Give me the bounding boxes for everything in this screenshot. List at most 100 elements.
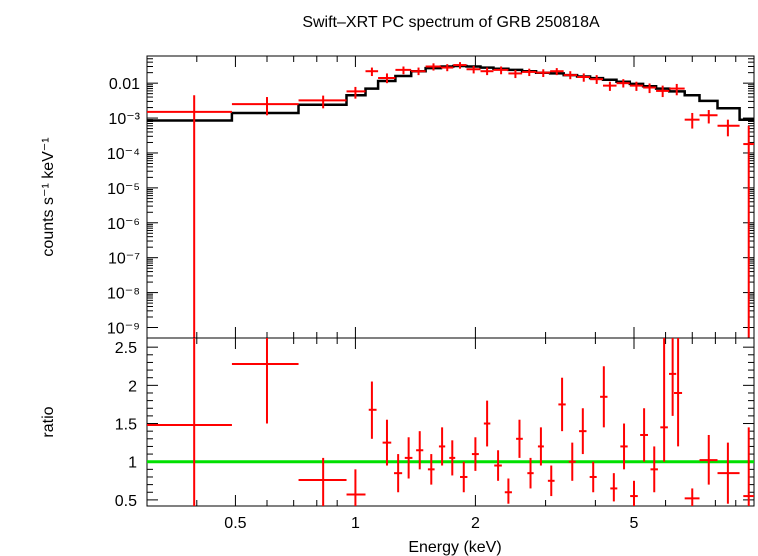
data-point bbox=[650, 446, 658, 493]
data-point bbox=[231, 97, 299, 116]
data-point bbox=[516, 419, 523, 458]
spectrum-panel bbox=[146, 55, 755, 339]
data-point bbox=[600, 366, 608, 428]
data-point bbox=[610, 473, 618, 502]
y-tick-label: 2 bbox=[128, 378, 137, 395]
data-point bbox=[231, 338, 299, 424]
data-point bbox=[466, 66, 481, 74]
y-tick-label: 1.5 bbox=[115, 417, 137, 434]
spectrum-frame bbox=[146, 55, 755, 339]
data-point bbox=[504, 478, 512, 504]
data-point bbox=[603, 81, 617, 91]
data-point bbox=[453, 62, 467, 69]
data-point bbox=[629, 81, 644, 91]
data-point bbox=[620, 423, 628, 470]
data-point bbox=[404, 437, 413, 479]
data-point bbox=[717, 442, 740, 504]
data-point bbox=[616, 79, 630, 88]
data-point bbox=[684, 488, 700, 506]
data-point bbox=[368, 381, 377, 439]
data-point bbox=[438, 427, 446, 466]
spectrum-ticks bbox=[146, 55, 754, 338]
data-point bbox=[494, 450, 502, 481]
y-tick-label: 10⁻⁵ bbox=[107, 181, 140, 198]
data-point bbox=[483, 400, 491, 447]
data-point bbox=[568, 442, 576, 481]
y-tick-label: 2.5 bbox=[115, 340, 137, 357]
x-tick-label: 1 bbox=[351, 515, 360, 532]
chart-title: Swift–XRT PC spectrum of GRB 250818A bbox=[302, 14, 600, 31]
data-point bbox=[743, 125, 754, 338]
data-point bbox=[427, 454, 435, 485]
y-tick-label: 10⁻⁴ bbox=[107, 146, 140, 163]
data-point bbox=[674, 338, 683, 447]
data-point bbox=[508, 69, 523, 79]
y-tick-label: 10⁻⁹ bbox=[107, 320, 140, 337]
data-point bbox=[630, 480, 638, 506]
data-point bbox=[558, 377, 566, 432]
y-tick-label: 0.01 bbox=[109, 76, 140, 93]
data-point bbox=[441, 64, 454, 72]
x-axis-label: Energy (keV) bbox=[408, 539, 501, 556]
ratio-ticks bbox=[146, 338, 754, 506]
x-tick-label: 2 bbox=[471, 515, 480, 532]
ratio-y-tick-labels: 0.5 1 1.5 2 2.5 bbox=[115, 340, 137, 510]
data-point bbox=[460, 461, 468, 493]
data-point bbox=[480, 67, 494, 76]
data-point bbox=[699, 110, 718, 124]
data-point bbox=[669, 83, 685, 96]
y-tick-label: 10⁻⁷ bbox=[108, 251, 140, 268]
ratio-data bbox=[147, 338, 754, 506]
data-point bbox=[743, 427, 754, 506]
data-point bbox=[416, 431, 424, 470]
data-point bbox=[640, 408, 648, 462]
y-tick-label: 10⁻³ bbox=[108, 111, 140, 128]
data-point bbox=[493, 66, 509, 75]
data-point bbox=[537, 427, 544, 466]
ratio-panel bbox=[146, 337, 755, 507]
data-point bbox=[660, 338, 668, 462]
data-point bbox=[346, 86, 366, 99]
data-point bbox=[547, 465, 555, 497]
x-tick-label: 5 bbox=[630, 515, 639, 532]
data-point bbox=[378, 73, 396, 84]
data-point bbox=[382, 419, 392, 466]
data-point bbox=[425, 63, 442, 71]
spectrum-data bbox=[147, 62, 754, 338]
data-point bbox=[522, 68, 537, 77]
x-tick-label: 0.5 bbox=[224, 515, 246, 532]
data-point bbox=[298, 457, 347, 506]
data-point bbox=[147, 95, 232, 338]
data-point bbox=[365, 67, 379, 77]
data-point bbox=[656, 85, 670, 98]
data-point bbox=[147, 338, 232, 506]
y-tick-label: 10⁻⁸ bbox=[107, 286, 140, 303]
spectrum-y-tick-labels: 0.01 10⁻³ 10⁻⁴ 10⁻⁵ 10⁻⁶ 10⁻⁷ 10⁻⁸ 10⁻⁹ bbox=[107, 76, 141, 337]
data-point bbox=[684, 112, 700, 129]
data-point bbox=[563, 71, 578, 80]
data-point bbox=[699, 434, 718, 485]
data-point bbox=[395, 66, 412, 75]
data-point bbox=[449, 440, 456, 476]
y-tick-label: 1 bbox=[128, 455, 137, 472]
data-point bbox=[590, 75, 604, 84]
data-point bbox=[579, 408, 587, 455]
data-point bbox=[527, 457, 534, 489]
y-tick-label: 0.5 bbox=[115, 493, 137, 510]
data-point bbox=[536, 69, 551, 78]
x-tick-labels: 0.5 1 2 5 bbox=[224, 515, 638, 532]
data-point bbox=[643, 83, 657, 94]
data-point bbox=[394, 454, 403, 493]
ratio-frame bbox=[146, 337, 755, 507]
ratio-y-axis-label: ratio bbox=[40, 406, 57, 437]
data-point bbox=[589, 461, 597, 493]
data-point bbox=[669, 338, 677, 416]
data-point bbox=[550, 68, 564, 76]
data-point bbox=[346, 469, 366, 506]
data-point bbox=[577, 73, 591, 82]
spectrum-y-axis-label: counts s⁻¹ keV⁻¹ bbox=[40, 137, 57, 256]
data-point bbox=[298, 95, 347, 109]
data-point bbox=[717, 119, 740, 137]
data-point bbox=[471, 437, 479, 471]
